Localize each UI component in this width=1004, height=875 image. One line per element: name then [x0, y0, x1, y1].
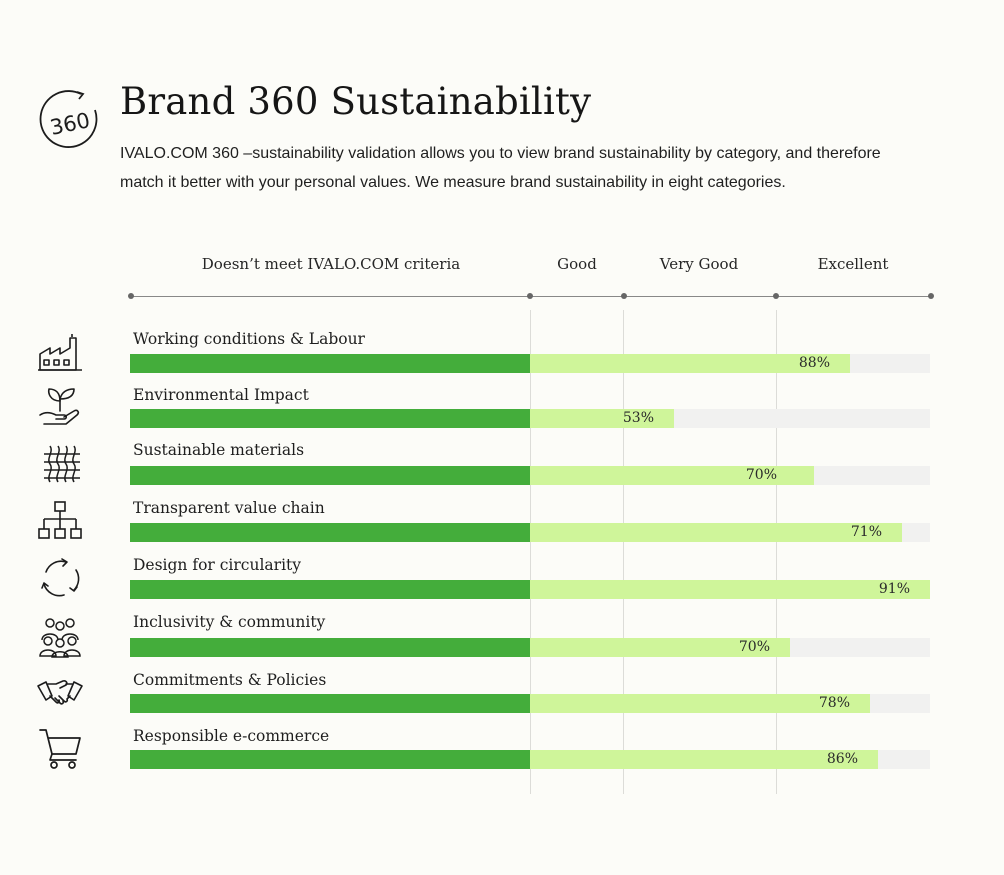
fabric-weave-icon [36, 442, 84, 486]
bar-value-label: 91% [878, 581, 910, 597]
bar-criteria-base [130, 523, 530, 542]
logo-text: 360 [48, 108, 92, 140]
bar-score-fill [530, 354, 850, 373]
bar-value-label: 88% [798, 355, 830, 371]
factory-icon [36, 330, 84, 374]
bar-criteria-base [130, 354, 530, 373]
category-label-environmental-impact: Environmental Impact [133, 386, 309, 404]
axis-marker [928, 293, 934, 299]
hierarchy-icon [36, 499, 84, 543]
category-label-transparent-value-chain: Transparent value chain [133, 499, 325, 517]
axis-marker [773, 293, 779, 299]
category-label-commitments-policies: Commitments & Policies [133, 671, 327, 689]
category-label-responsible-e-commerce: Responsible e-commerce [133, 727, 330, 745]
gridline-good [530, 310, 531, 794]
page-subtitle: IVALO.COM 360 –sustainability validation… [120, 145, 881, 191]
bar-criteria-base [130, 580, 530, 599]
plant-hand-icon [36, 385, 84, 429]
page-title: Brand 360 Sustainability [120, 80, 592, 123]
gridline-excellent [776, 310, 777, 794]
people-group-icon [36, 614, 84, 658]
category-label-sustainable-materials: Sustainable materials [133, 441, 305, 459]
scale-label-very-good: Very Good [659, 255, 739, 273]
scale-label-excellent: Excellent [817, 255, 889, 273]
bar-value-label: 53% [622, 410, 654, 426]
axis-marker [621, 293, 627, 299]
bar-score-fill [530, 409, 674, 428]
scale-label-good: Good [557, 255, 597, 273]
category-label-working-conditions-labour: Working conditions & Labour [133, 330, 365, 348]
bar-value-label: 78% [818, 695, 850, 711]
bar-criteria-base [130, 750, 530, 769]
bar-criteria-base [130, 466, 530, 485]
bar-criteria-base [130, 409, 530, 428]
bar-score-fill [530, 694, 870, 713]
bar-criteria-base [130, 638, 530, 657]
bar-value-label: 70% [745, 467, 777, 483]
bar-score-fill [530, 750, 878, 769]
category-label-design-for-circularity: Design for circularity [133, 556, 302, 574]
bar-score-fill [530, 466, 814, 485]
axis-marker [527, 293, 533, 299]
recycle-arrows-icon [36, 556, 84, 600]
handshake-icon [36, 670, 84, 714]
bar-score-fill [530, 638, 790, 657]
bar-score-fill [530, 580, 930, 599]
shopping-cart-icon [36, 726, 84, 770]
bar-value-label: 70% [738, 639, 770, 655]
bar-criteria-base [130, 694, 530, 713]
bar-value-label: 86% [826, 751, 858, 767]
gridline-very-good [623, 310, 624, 794]
bar-score-fill [530, 523, 902, 542]
brand-360-logo-icon: 360 [39, 90, 98, 148]
bar-value-label: 71% [850, 524, 882, 540]
category-label-inclusivity-community: Inclusivity & community [133, 613, 326, 631]
scale-label-criteria: Doesn’t meet IVALO.COM criteria [201, 255, 461, 273]
axis-marker [128, 293, 134, 299]
